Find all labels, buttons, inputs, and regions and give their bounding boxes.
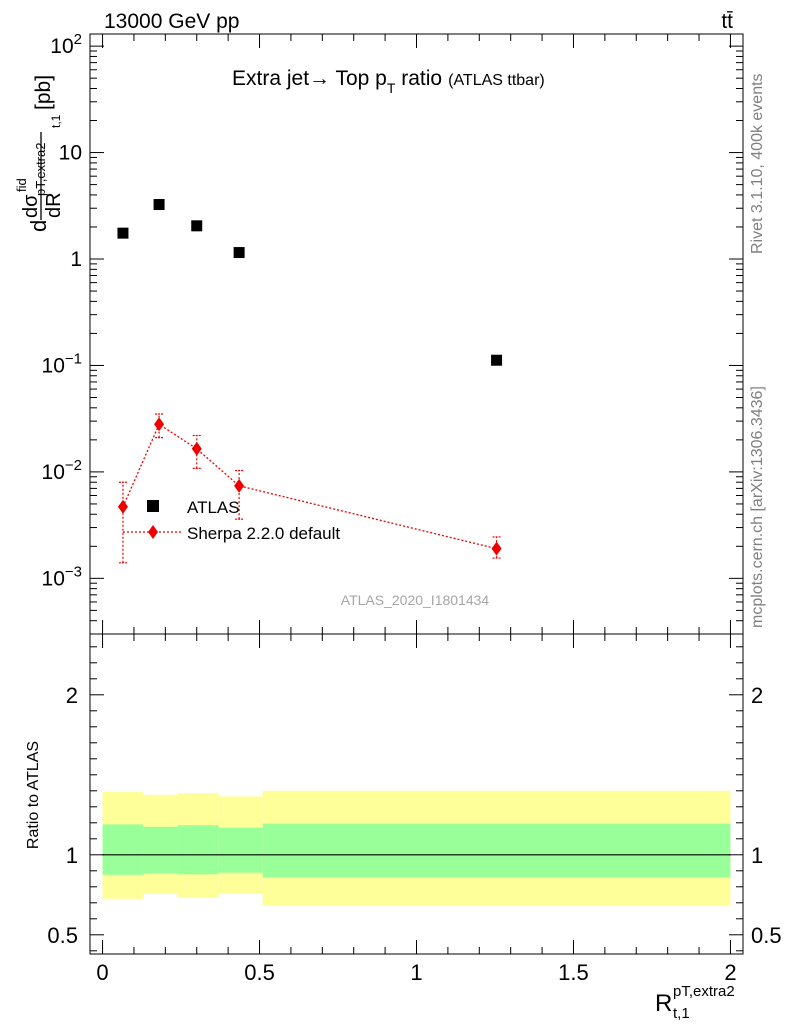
ratio-y-tick-label-right-1: 0.5	[751, 923, 782, 948]
y-label-den-sub: t,1	[49, 114, 63, 128]
mcplots-label: mcplots.cern.ch [arXiv:1306.3436]	[749, 386, 766, 628]
x-label-sub: t,1	[673, 1005, 690, 1022]
main-axis-ticks	[90, 34, 743, 635]
main-y-tick-label-5: 10	[59, 142, 82, 165]
ratio-y-label: Ratio to ATLAS	[25, 741, 42, 849]
main-y-tick-label-6: 102	[50, 31, 82, 58]
legend: ATLAS Sherpa 2.2.0 default	[123, 498, 340, 543]
y-label-denominator: dR	[43, 192, 65, 218]
ratio-y-tick-label-right-3: 2	[751, 683, 763, 708]
atlas-point-4	[233, 247, 245, 259]
ratio-inner-band-2	[143, 826, 178, 874]
legend-label-sherpa: Sherpa 2.2.0 default	[187, 524, 340, 543]
ratio-inner-band-4	[218, 827, 263, 873]
ratio-y-tick-label-left-3: 2	[66, 683, 78, 708]
ratio-inner-band-3	[177, 825, 219, 875]
chart-title: Extra jet→ Top pT ratio (ATLAS ttbar)	[232, 67, 545, 96]
ratio-axis-ticks	[90, 634, 743, 954]
x-label-sup: pT,extra2	[673, 983, 735, 1000]
sherpa-point-2	[154, 417, 165, 432]
atlas-point-1	[117, 227, 129, 239]
ratio-y-tick-label-right-2: 1	[751, 843, 763, 868]
legend-marker-atlas	[147, 500, 159, 512]
sherpa-point-1	[117, 499, 128, 514]
x-tick-label-4: 1.5	[558, 960, 589, 985]
sherpa-point-4	[234, 478, 245, 493]
legend-label-atlas: ATLAS	[187, 498, 240, 517]
y-label-num-sup: fid	[14, 178, 29, 192]
y-label-numerator: dσ	[20, 194, 42, 218]
chart-title-tail: ratio	[395, 67, 442, 90]
process-label: tt̄	[721, 10, 733, 33]
ratio-inner-band-5	[262, 823, 731, 878]
sherpa-line	[122, 423, 497, 550]
chart-title-main: Extra jet→ Top p	[232, 67, 387, 90]
main-y-tick-label-2: 10−2	[42, 457, 82, 484]
x-tick-label-2: 0.5	[244, 960, 275, 985]
atlas-point-3	[191, 220, 203, 232]
x-tick-label-3: 1	[410, 960, 422, 985]
ratio-y-tick-label-left-2: 1	[66, 843, 78, 868]
y-label-unit: [pb]	[32, 75, 55, 110]
ratio-y-tick-labels: 0.5 0.5 1 1 2 2	[47, 683, 781, 948]
ratio-y-tick-label-left-1: 0.5	[47, 923, 78, 948]
y-label-d: d	[26, 220, 51, 232]
energy-label: 13000 GeV pp	[104, 10, 239, 33]
main-plot-marks	[117, 199, 503, 564]
main-panel: 10−3 10−2 10−1 1 10 102 Extra jet→ Top pT rat…	[14, 31, 744, 635]
x-tick-label-1: 0	[96, 960, 108, 985]
atlas-point-5	[491, 354, 503, 366]
sherpa-point-5	[491, 541, 502, 556]
rivet-label: Rivet 3.1.10, 400k events	[749, 73, 766, 254]
main-y-tick-labels: 10−3 10−2 10−1 1 10 102	[42, 31, 82, 590]
x-axis-label: R pT,extra2 t,1	[655, 983, 735, 1022]
x-tick-labels: 0 0.5 1 1.5 2	[96, 960, 736, 985]
x-tick-label-5: 2	[724, 960, 736, 985]
chart-title-sub: T	[387, 80, 396, 96]
main-y-tick-label-3: 10−1	[42, 350, 82, 377]
ratio-panel: 0.5 0.5 1 1 2 2 0 0.5 1 1.5 2 Ratio to ATLAS R pT…	[25, 633, 782, 1022]
ratio-plot-marks	[102, 790, 731, 906]
analysis-watermark: ATLAS_2020_I1801434	[341, 592, 490, 608]
x-label-base: R	[655, 990, 672, 1017]
main-y-tick-label-1: 10−3	[42, 563, 82, 590]
atlas-point-2	[153, 199, 165, 211]
chart-title-note: (ATLAS ttbar)	[448, 72, 545, 89]
ratio-inner-band-1	[102, 824, 144, 875]
sherpa-point-3	[191, 441, 202, 456]
main-y-label: d dσ fid pT,extra2 dR t,1 [pb]	[14, 75, 65, 232]
main-y-tick-label-4: 1	[70, 248, 82, 271]
legend-marker-sherpa	[148, 525, 158, 539]
